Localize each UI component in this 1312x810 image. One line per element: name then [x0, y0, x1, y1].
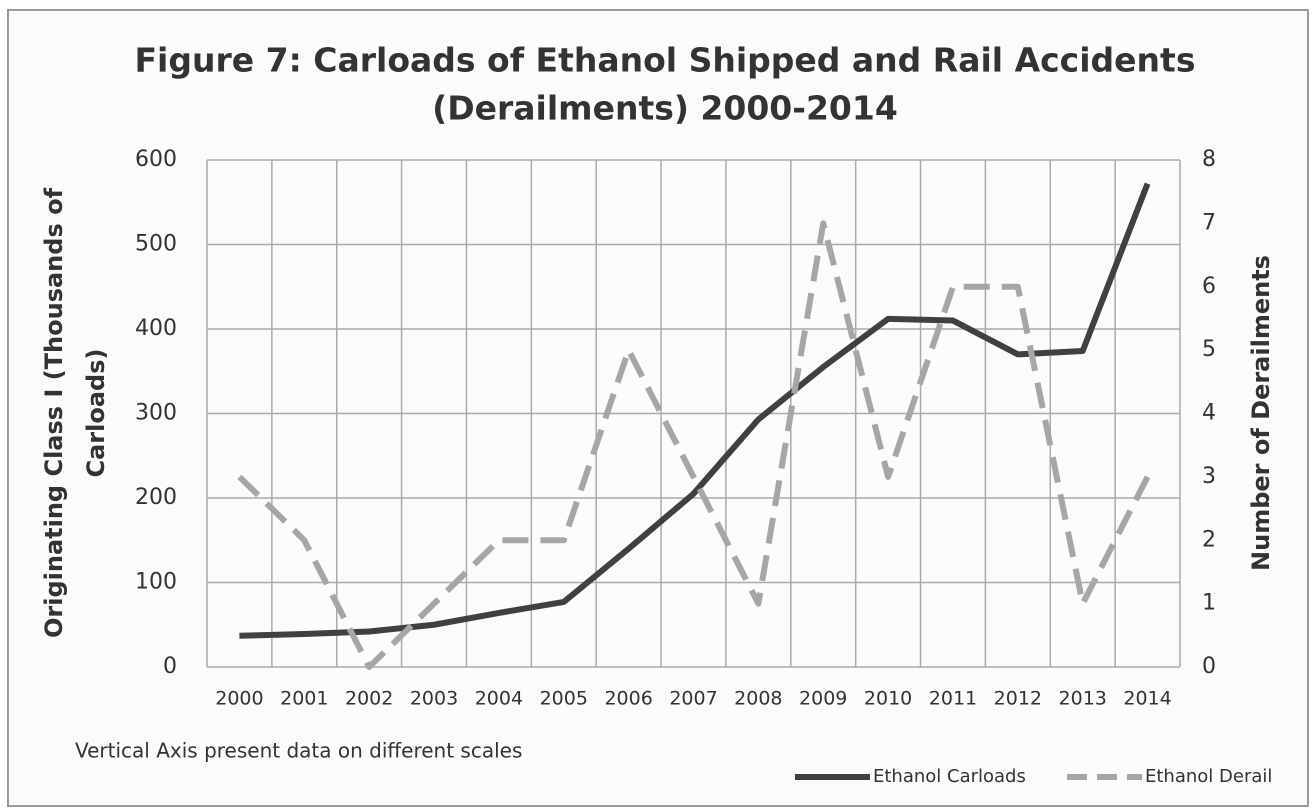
y2-axis-label: Number of Derailments [1247, 255, 1275, 571]
x-tick-label: 2011 [929, 688, 977, 710]
y-tick-label: 500 [135, 232, 177, 257]
series-line [237, 220, 1151, 670]
y2-tick-label: 1 [1202, 591, 1216, 616]
y2-tick-label: 3 [1202, 464, 1216, 489]
y2-tick-label: 2 [1202, 527, 1216, 552]
y-tick-label: 400 [135, 316, 177, 341]
x-tick-label: 2002 [345, 688, 393, 710]
legend-label: Ethanol Carloads [873, 766, 1026, 787]
x-tick-label: 2008 [734, 688, 782, 710]
x-tick-label: 2003 [410, 688, 458, 710]
y-tick-label: 100 [135, 570, 177, 595]
y-axis-label: Originating Class I (Thousands of [40, 187, 68, 638]
y2-tick-label: 8 [1202, 147, 1216, 172]
y2-tick-label: 6 [1202, 274, 1216, 299]
annotation: Vertical Axis present data on different … [75, 739, 522, 763]
y2-tick-label: 5 [1202, 337, 1216, 362]
x-tick-label: 2010 [864, 688, 912, 710]
legend-label: Ethanol Derail [1145, 766, 1272, 787]
y-tick-label: 600 [135, 147, 177, 172]
x-tick-label: 2007 [669, 688, 717, 710]
x-tick-label: 2014 [1123, 688, 1171, 710]
x-tick-label: 2013 [1059, 688, 1107, 710]
series-line [239, 182, 1151, 639]
chart-title: (Derailments) 2000-2014 [432, 89, 898, 128]
y2-tick-label: 7 [1202, 210, 1216, 235]
y-axis-label: Carloads) [82, 349, 110, 478]
chart-title: Figure 7: Carloads of Ethanol Shipped an… [135, 41, 1196, 80]
x-tick-label: 2001 [280, 688, 328, 710]
y2-tick-label: 0 [1202, 654, 1216, 679]
x-tick-label: 2009 [799, 688, 847, 710]
x-tick-label: 2006 [604, 688, 652, 710]
x-tick-label: 2004 [475, 688, 523, 710]
x-tick-label: 2000 [215, 688, 263, 710]
y-tick-label: 0 [163, 654, 177, 679]
y-tick-label: 200 [135, 485, 177, 510]
y-tick-label: 300 [135, 401, 177, 426]
y2-tick-label: 4 [1202, 401, 1216, 426]
x-tick-label: 2005 [540, 688, 588, 710]
x-tick-label: 2012 [994, 688, 1042, 710]
